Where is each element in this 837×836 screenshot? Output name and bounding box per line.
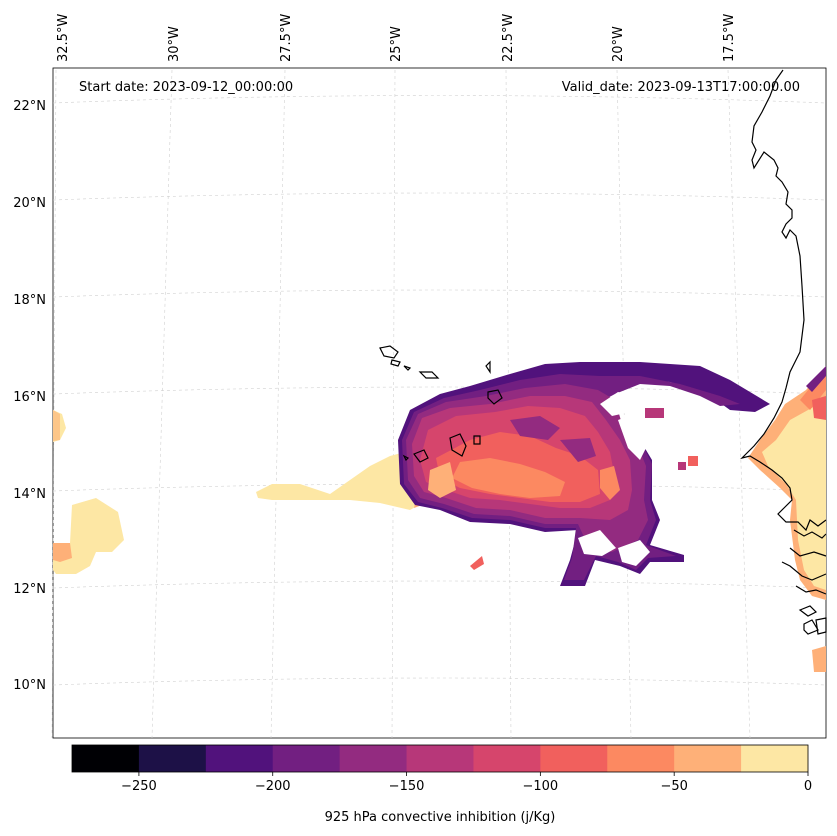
lon-label-30w: 30°W (167, 26, 182, 62)
colorbar-bin (741, 745, 809, 772)
cin-hole-3 (578, 530, 616, 556)
lat-label-20n: 20°N (13, 196, 46, 211)
cin-band-25 (428, 462, 456, 498)
cin-field (53, 362, 826, 672)
colorbar-bin (272, 745, 341, 772)
island-brava (402, 454, 410, 462)
coastlines (379, 69, 827, 635)
colorbar-border (71, 744, 809, 773)
colorbar-bin (72, 745, 140, 772)
cin-hole-1 (600, 392, 635, 416)
colorbar-tick-label: −100 (523, 779, 559, 794)
lat-label-16n: 16°N (13, 390, 46, 405)
cin-coast-south (812, 646, 826, 672)
cin-patch-east-2 (678, 462, 686, 470)
coast-casamance (789, 547, 827, 557)
valid-date-label: Valid_date: 2023-09-13T17:00:00.00 (562, 80, 800, 95)
cin-patch-west-1-edge (53, 410, 60, 441)
colorbar-tick-label: −250 (121, 779, 157, 794)
colorbar-tick-label: −50 (660, 779, 687, 794)
lon-label-27-5w: 27.5°W (279, 14, 294, 62)
parallel-18n (52, 289, 827, 298)
lat-labels: 22°N 20°N 18°N 16°N 14°N 12°N 10°N (13, 99, 46, 693)
parallel-20n (52, 192, 827, 201)
island-bijagos-2 (803, 619, 819, 635)
start-date-label: Start date: 2023-09-12_00:00:00 (79, 80, 293, 95)
lat-label-14n: 14°N (13, 487, 46, 502)
parallel-22n (52, 95, 827, 104)
colorbar-tick-label: 0 (804, 779, 812, 794)
cin-inner-purple-2 (560, 438, 596, 462)
island-maio (473, 435, 481, 445)
island-santa-luzia (403, 365, 412, 371)
island-sal (485, 360, 491, 374)
island-santiago (449, 433, 467, 457)
lon-label-22-5w: 22.5°W (501, 14, 516, 62)
cin-hole-2 (618, 412, 650, 460)
lon-label-20w: 20°W (611, 26, 626, 62)
lon-label-32-5w: 32.5°W (56, 14, 71, 62)
colorbar-tick-label: −150 (389, 779, 425, 794)
lat-label-12n: 12°N (13, 582, 46, 597)
cin-coast-band-75 (812, 396, 826, 420)
colorbar-bin (205, 745, 274, 772)
island-santo-antao (379, 345, 399, 359)
cin-patch-south (470, 556, 484, 570)
island-boa-vista (487, 389, 503, 405)
island-sao-vicente (390, 359, 401, 367)
lon-label-17-5w: 17.5°W (722, 14, 737, 62)
island-bijagos-1 (798, 605, 818, 617)
parallel-10n (52, 677, 827, 686)
island-sao-nicolau (418, 371, 440, 379)
cin-inner-purple-1 (510, 416, 560, 440)
colorbar-bin (406, 745, 474, 772)
cin-band-50-b (600, 466, 620, 500)
lat-label-10n: 10°N (13, 678, 46, 693)
colorbar-bin (473, 745, 541, 772)
cin-patch-east-3 (688, 456, 698, 466)
coast-guinea-bissau (781, 561, 827, 581)
colorbar-bin (138, 745, 207, 772)
island-fogo (413, 449, 429, 463)
cin-patch-east-1 (645, 408, 664, 418)
cin-tongue (256, 448, 430, 510)
colorbar-bin (339, 745, 408, 772)
cin-coast-zero (762, 400, 826, 590)
colorbar (71, 744, 809, 773)
cin-band-50 (452, 458, 565, 498)
island-bijagos-3 (815, 617, 827, 635)
lat-label-18n: 18°N (13, 293, 46, 308)
cin-coast-band-175 (806, 366, 826, 392)
colorbar-bin (607, 745, 675, 772)
cin-patch-west-2-edge (53, 543, 72, 562)
colorbar-ticks: −250 −200 −150 −100 −50 0 (121, 772, 812, 794)
lon-label-25w: 25°W (389, 26, 404, 62)
lon-labels: 32.5°W 30°W 27.5°W 25°W 22.5°W 20°W 17.5… (56, 14, 737, 62)
colorbar-bin (674, 745, 742, 772)
coast-bijagos (795, 585, 827, 595)
colorbar-bin (540, 745, 608, 772)
african-coastline (740, 69, 827, 532)
parallel-12n (52, 580, 827, 589)
colorbar-tick-label: −200 (255, 779, 291, 794)
colorbar-title: 925 hPa convective inhibition (j/Kg) (325, 810, 556, 825)
lat-label-22n: 22°N (13, 99, 46, 114)
cin-hole-4 (618, 540, 650, 566)
coast-gambia (793, 529, 827, 539)
